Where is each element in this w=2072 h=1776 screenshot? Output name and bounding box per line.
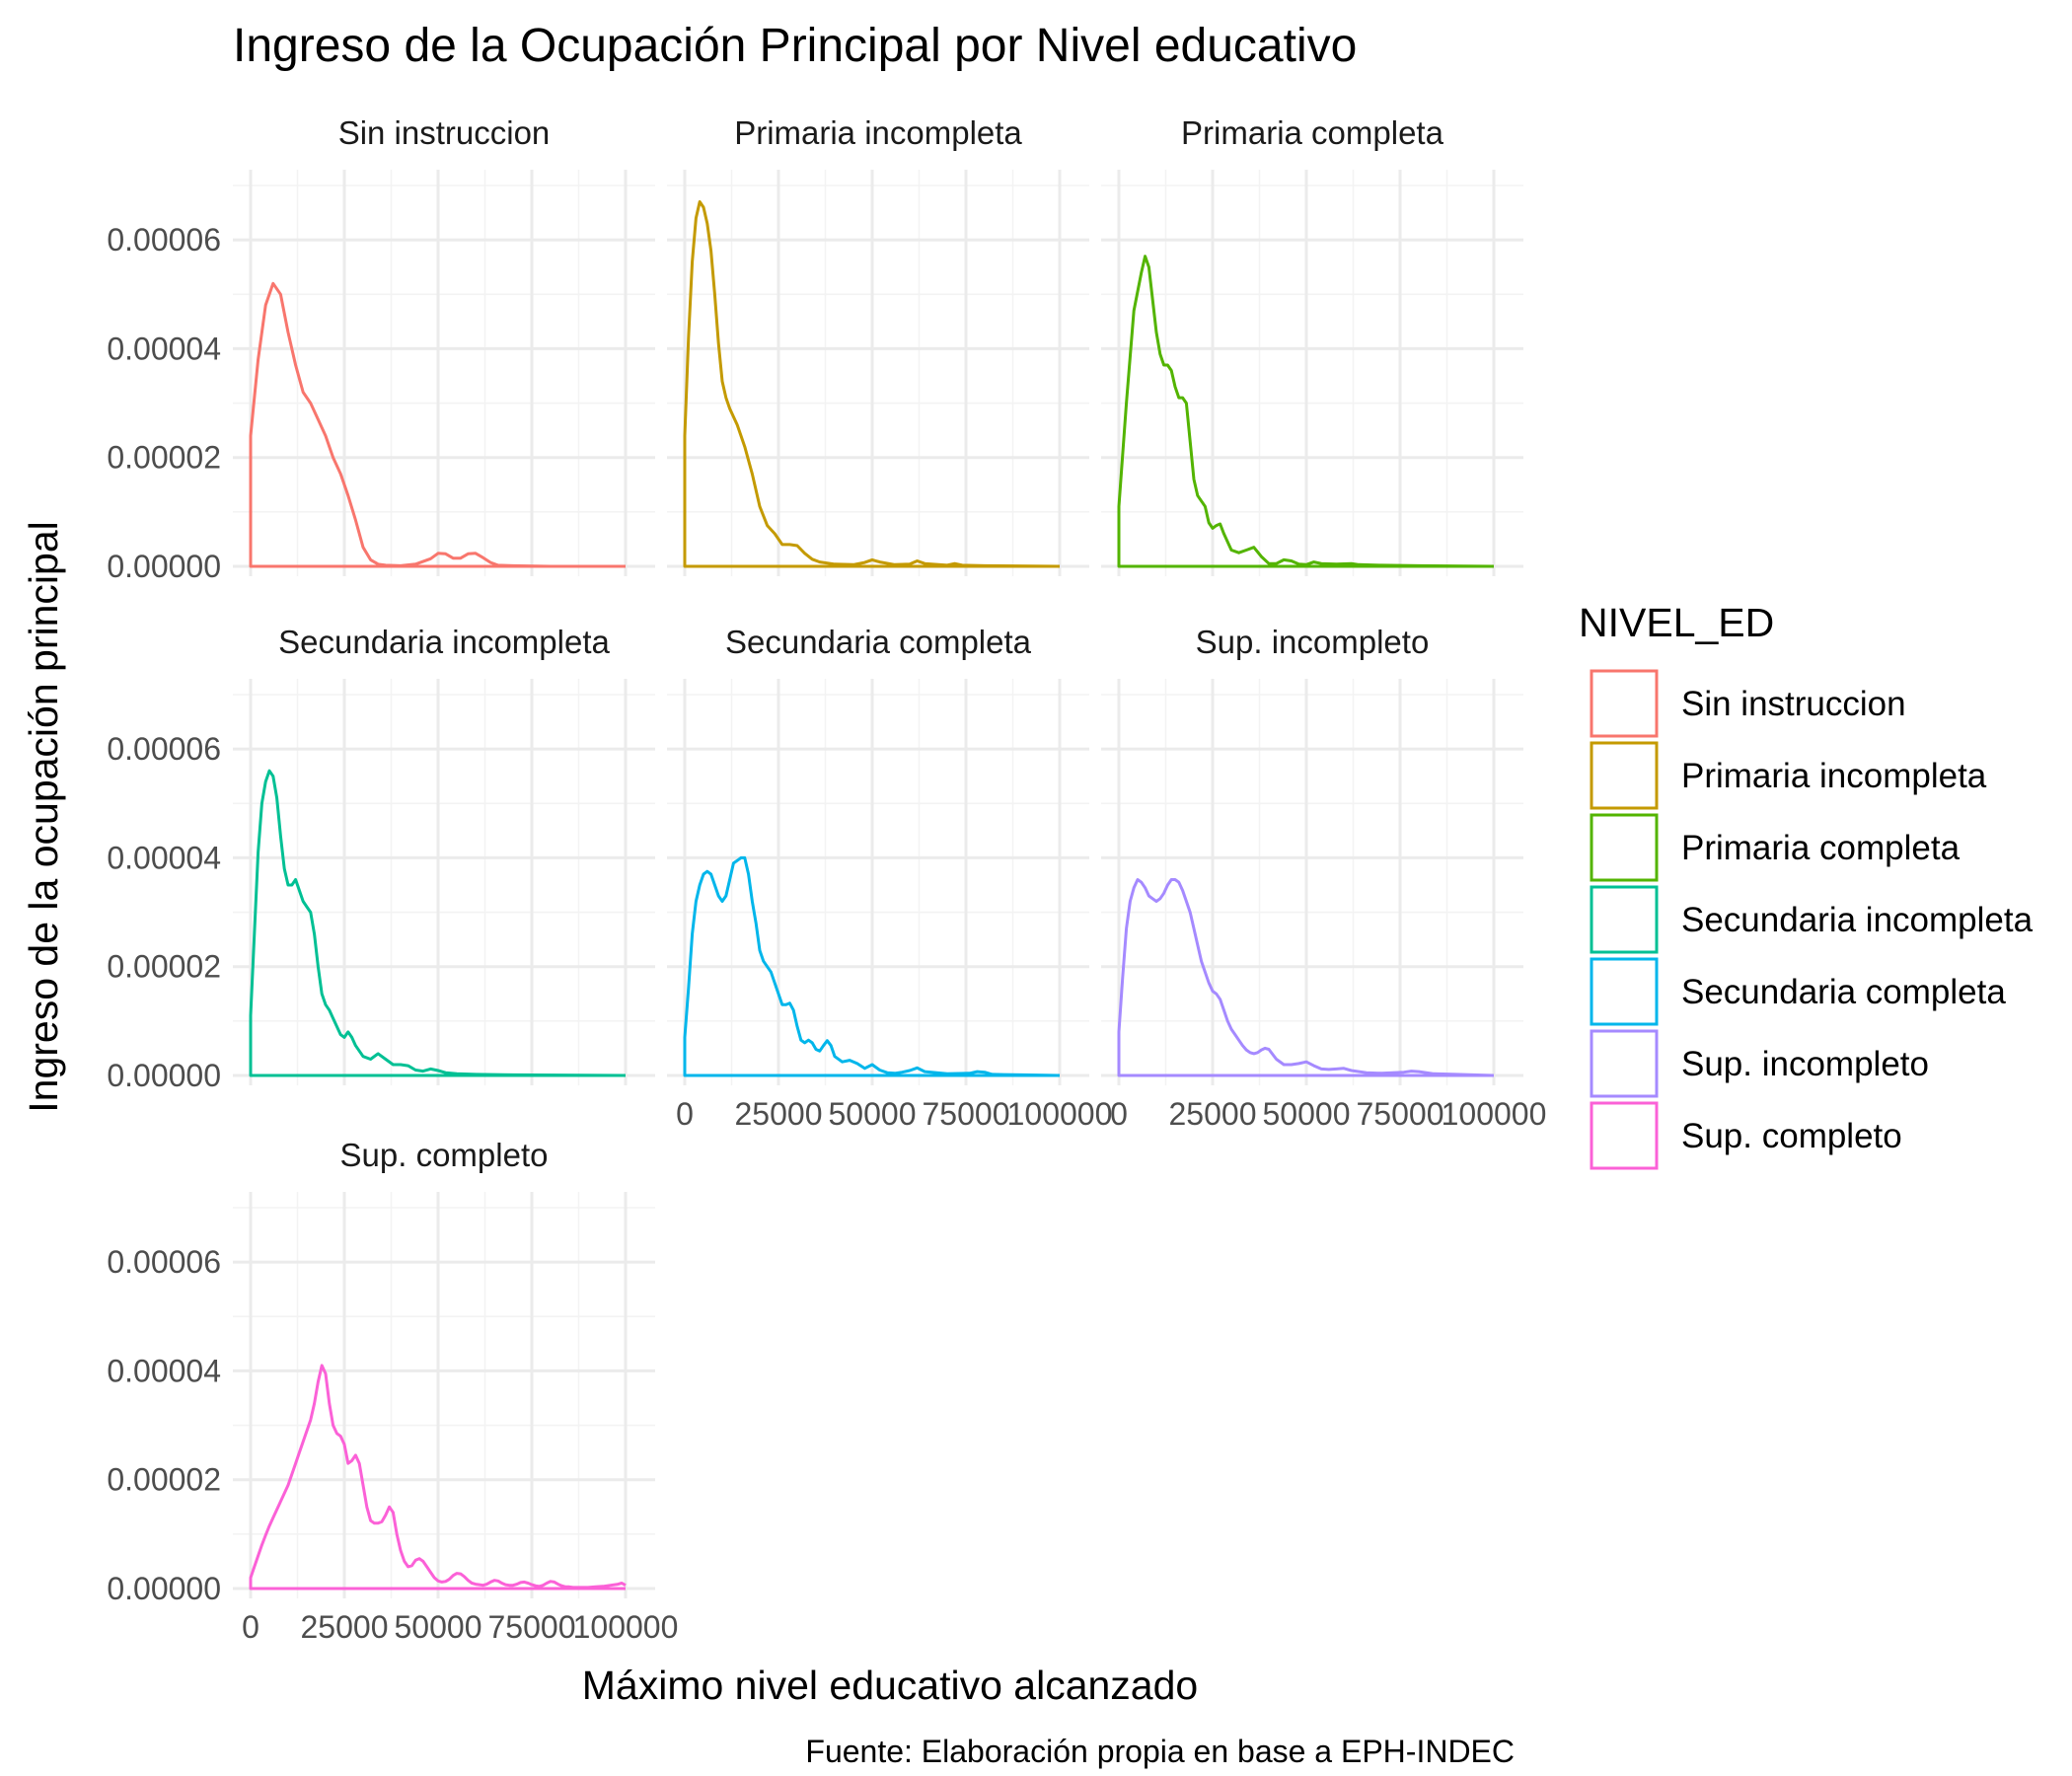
- legend-item-secundaria-incompleta: Secundaria incompleta: [1590, 885, 2034, 954]
- y-tick-label: 0.00002: [107, 949, 221, 985]
- legend-label-secundaria-completa: Secundaria completa: [1681, 973, 2006, 1011]
- x-tick-label: 100000: [573, 1609, 679, 1645]
- x-tick-label: 100000: [1442, 1096, 1547, 1132]
- y-tick-label: 0.00004: [107, 840, 221, 875]
- strip-label-sup-incompleto: Sup. incompleto: [1196, 624, 1430, 660]
- density-line-sup-incompleto: [1117, 878, 1495, 1077]
- strip-label-sin-instruccion: Sin instruccion: [338, 114, 551, 151]
- x-axis-title: Máximo nivel educativo alcanzado: [582, 1663, 1198, 1708]
- legend-label-sup-completo: Sup. completo: [1681, 1117, 1902, 1155]
- legend-item-primaria-completa: Primaria completa: [1590, 813, 1961, 882]
- legend-key-sup-completo: [1590, 1101, 1659, 1170]
- legend: NIVEL_ED Sin instruccion Primaria incompl…: [1579, 600, 2034, 1170]
- legend-key-primaria-incompleta: [1590, 741, 1659, 810]
- y-tick-label: 0.00000: [107, 549, 221, 584]
- x-tick-label: 50000: [1263, 1096, 1351, 1132]
- legend-key-primaria-completa: [1590, 813, 1659, 882]
- legend-label-sin-instruccion: Sin instruccion: [1681, 685, 1906, 723]
- x-tick-label: 75000: [1357, 1096, 1444, 1132]
- y-tick-label: 0.00000: [107, 1058, 221, 1093]
- chart-title: Ingreso de la Ocupación Principal por Ni…: [233, 20, 1357, 72]
- x-tick-label: 100000: [1007, 1096, 1113, 1132]
- strip-label-secundaria-incompleta: Secundaria incompleta: [278, 624, 610, 660]
- facet-primaria-incompleta: Primaria incompleta: [667, 114, 1089, 576]
- x-tick-label: 0: [1110, 1096, 1128, 1132]
- x-tick-label: 25000: [735, 1096, 823, 1132]
- legend-label-primaria-completa: Primaria completa: [1681, 829, 1961, 867]
- legend-item-sin-instruccion: Sin instruccion: [1590, 669, 1906, 738]
- x-tick-label: 75000: [488, 1609, 576, 1645]
- legend-key-sin-instruccion: [1590, 669, 1659, 738]
- legend-items: Sin instruccion Primaria incompleta Primar…: [1590, 669, 2034, 1170]
- y-tick-label: 0.00006: [107, 1244, 221, 1280]
- chart-caption: Fuente: Elaboración propia en base a EPH…: [805, 1734, 1515, 1769]
- density-line-primaria-completa: [1117, 255, 1495, 568]
- x-tick-label: 25000: [301, 1609, 389, 1645]
- y-tick-label: 0.00006: [107, 222, 221, 258]
- legend-item-secundaria-completa: Secundaria completa: [1590, 957, 2006, 1026]
- legend-label-sup-incompleto: Sup. incompleto: [1681, 1045, 1929, 1083]
- x-tick-label: 50000: [395, 1609, 482, 1645]
- legend-title: NIVEL_ED: [1579, 600, 1774, 645]
- x-tick-label: 0: [676, 1096, 694, 1132]
- x-tick-label: 50000: [829, 1096, 917, 1132]
- y-axis-title: Ingreso de la ocupación principal: [21, 521, 66, 1112]
- legend-item-sup-incompleto: Sup. incompleto: [1590, 1029, 1929, 1098]
- y-tick-label: 0.00002: [107, 440, 221, 476]
- density-line-secundaria-incompleta: [249, 769, 627, 1077]
- legend-key-sup-incompleto: [1590, 1029, 1659, 1098]
- x-tick-label: 25000: [1169, 1096, 1257, 1132]
- density-line-sin-instruccion: [249, 281, 626, 568]
- y-tick-label: 0.00000: [107, 1571, 221, 1606]
- legend-key-secundaria-completa: [1590, 957, 1659, 1026]
- density-line-sup-completo: [249, 1364, 627, 1591]
- legend-label-primaria-incompleta: Primaria incompleta: [1681, 757, 1987, 795]
- density-line-primaria-incompleta: [683, 200, 1061, 568]
- facet-secundaria-completa: Secundaria completa 0 25000 50000 7500010000…: [667, 624, 1112, 1132]
- legend-key-secundaria-incompleta: [1590, 885, 1659, 954]
- facet-panels: Sin instruccion 0.00000 0.00002 0.00004 0.00…: [107, 114, 1546, 1645]
- facet-sin-instruccion: Sin instruccion 0.00000 0.00002 0.00004 0.00…: [107, 114, 655, 584]
- legend-label-secundaria-incompleta: Secundaria incompleta: [1681, 901, 2034, 939]
- y-tick-label: 0.00002: [107, 1462, 221, 1498]
- strip-label-primaria-incompleta: Primaria incompleta: [734, 114, 1022, 151]
- strip-label-sup-completo: Sup. completo: [340, 1137, 549, 1173]
- legend-item-sup-completo: Sup. completo: [1590, 1101, 1902, 1170]
- x-tick-label: 75000: [923, 1096, 1010, 1132]
- strip-label-primaria-completa: Primaria completa: [1181, 114, 1444, 151]
- x-tick-label: 0: [242, 1609, 259, 1645]
- facet-secundaria-incompleta: Secundaria incompleta 0.00000 0.00002 0.000…: [107, 624, 655, 1093]
- facet-primaria-completa: Primaria completa: [1101, 114, 1523, 576]
- y-tick-label: 0.00006: [107, 731, 221, 767]
- strip-label-secundaria-completa: Secundaria completa: [725, 624, 1032, 660]
- facet-sup-completo: Sup. completo 0.00000 0.00002 0.00004 0.0000…: [107, 1137, 678, 1645]
- y-tick-label: 0.00004: [107, 331, 221, 366]
- legend-item-primaria-incompleta: Primaria incompleta: [1590, 741, 1987, 810]
- density-line-secundaria-completa: [683, 855, 1061, 1077]
- y-tick-label: 0.00004: [107, 1353, 221, 1388]
